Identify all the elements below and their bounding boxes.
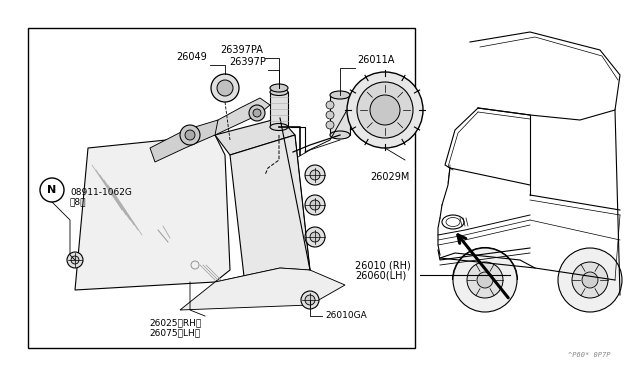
Circle shape [347,72,423,148]
Text: 26397P: 26397P [229,57,266,67]
Polygon shape [215,118,295,155]
Circle shape [71,256,79,264]
Polygon shape [150,120,218,162]
Text: 26060(LH): 26060(LH) [355,270,406,280]
Text: 08911-1062G: 08911-1062G [70,187,132,196]
Text: 26049: 26049 [176,52,207,62]
Circle shape [326,111,334,119]
Text: 26010 (RH): 26010 (RH) [355,260,411,270]
Circle shape [467,262,503,298]
Text: 26011A: 26011A [357,55,394,65]
Circle shape [326,101,334,109]
Circle shape [211,74,239,102]
Circle shape [253,109,261,117]
Circle shape [180,125,200,145]
Bar [330,95,350,135]
Ellipse shape [270,124,288,131]
Polygon shape [75,135,230,290]
Polygon shape [215,268,310,285]
Polygon shape [230,135,310,285]
Text: 26029M: 26029M [371,172,410,182]
Circle shape [370,95,400,125]
Circle shape [305,295,315,305]
Circle shape [558,248,622,312]
Circle shape [357,82,413,138]
Circle shape [582,272,598,288]
Circle shape [326,121,334,129]
Bar [28,28,415,348]
Ellipse shape [270,89,288,96]
Text: 26075（LH）: 26075（LH） [149,328,200,337]
Circle shape [453,248,517,312]
Text: 26025（RH）: 26025（RH） [149,318,201,327]
Text: N: N [47,185,56,195]
Circle shape [305,165,325,185]
Bar [270,92,288,127]
Circle shape [310,232,320,242]
Circle shape [67,252,83,268]
Ellipse shape [270,84,288,92]
Text: 26397PA: 26397PA [220,45,263,55]
Polygon shape [180,268,345,310]
Circle shape [185,130,195,140]
Circle shape [310,200,320,210]
Text: ^P60* 0P7P: ^P60* 0P7P [568,352,610,358]
Text: 26010GA: 26010GA [325,311,367,321]
Circle shape [305,227,325,247]
Circle shape [217,80,233,96]
Ellipse shape [330,91,350,99]
Ellipse shape [330,131,350,139]
Text: （8）: （8） [70,198,86,206]
Circle shape [310,170,320,180]
Circle shape [305,195,325,215]
Circle shape [572,262,608,298]
Circle shape [301,291,319,309]
Circle shape [249,105,265,121]
Polygon shape [212,98,270,135]
Circle shape [477,272,493,288]
